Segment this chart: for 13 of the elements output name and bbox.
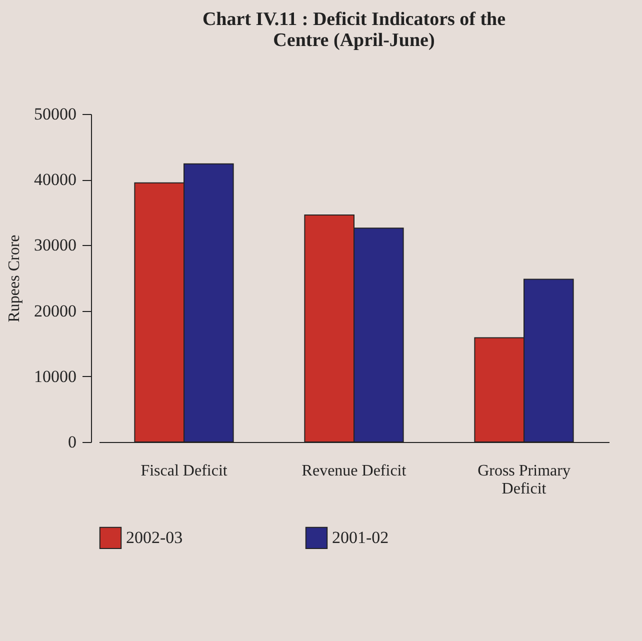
- y-tick-label: 40000: [34, 170, 76, 190]
- y-tick-label: 50000: [34, 104, 76, 124]
- x-tick-label: Revenue Deficit: [302, 462, 407, 480]
- y-tick-label: 20000: [34, 301, 76, 320]
- y-tick-label: 10000: [34, 366, 76, 386]
- x-tick-label: Gross Primary Deficit: [478, 462, 570, 498]
- y-tick-label: 0: [68, 432, 76, 452]
- y-axis-title: Rupees Crore: [6, 234, 23, 322]
- chart-title: Chart IV.11 : Deficit Indicators of the Centre (April-June): [202, 9, 506, 51]
- x-tick-label: Fiscal Deficit: [140, 462, 228, 480]
- y-tick-label: 30000: [34, 236, 76, 255]
- legend-label: 2001-02: [332, 528, 389, 547]
- legend-label: 2002-03: [126, 528, 183, 547]
